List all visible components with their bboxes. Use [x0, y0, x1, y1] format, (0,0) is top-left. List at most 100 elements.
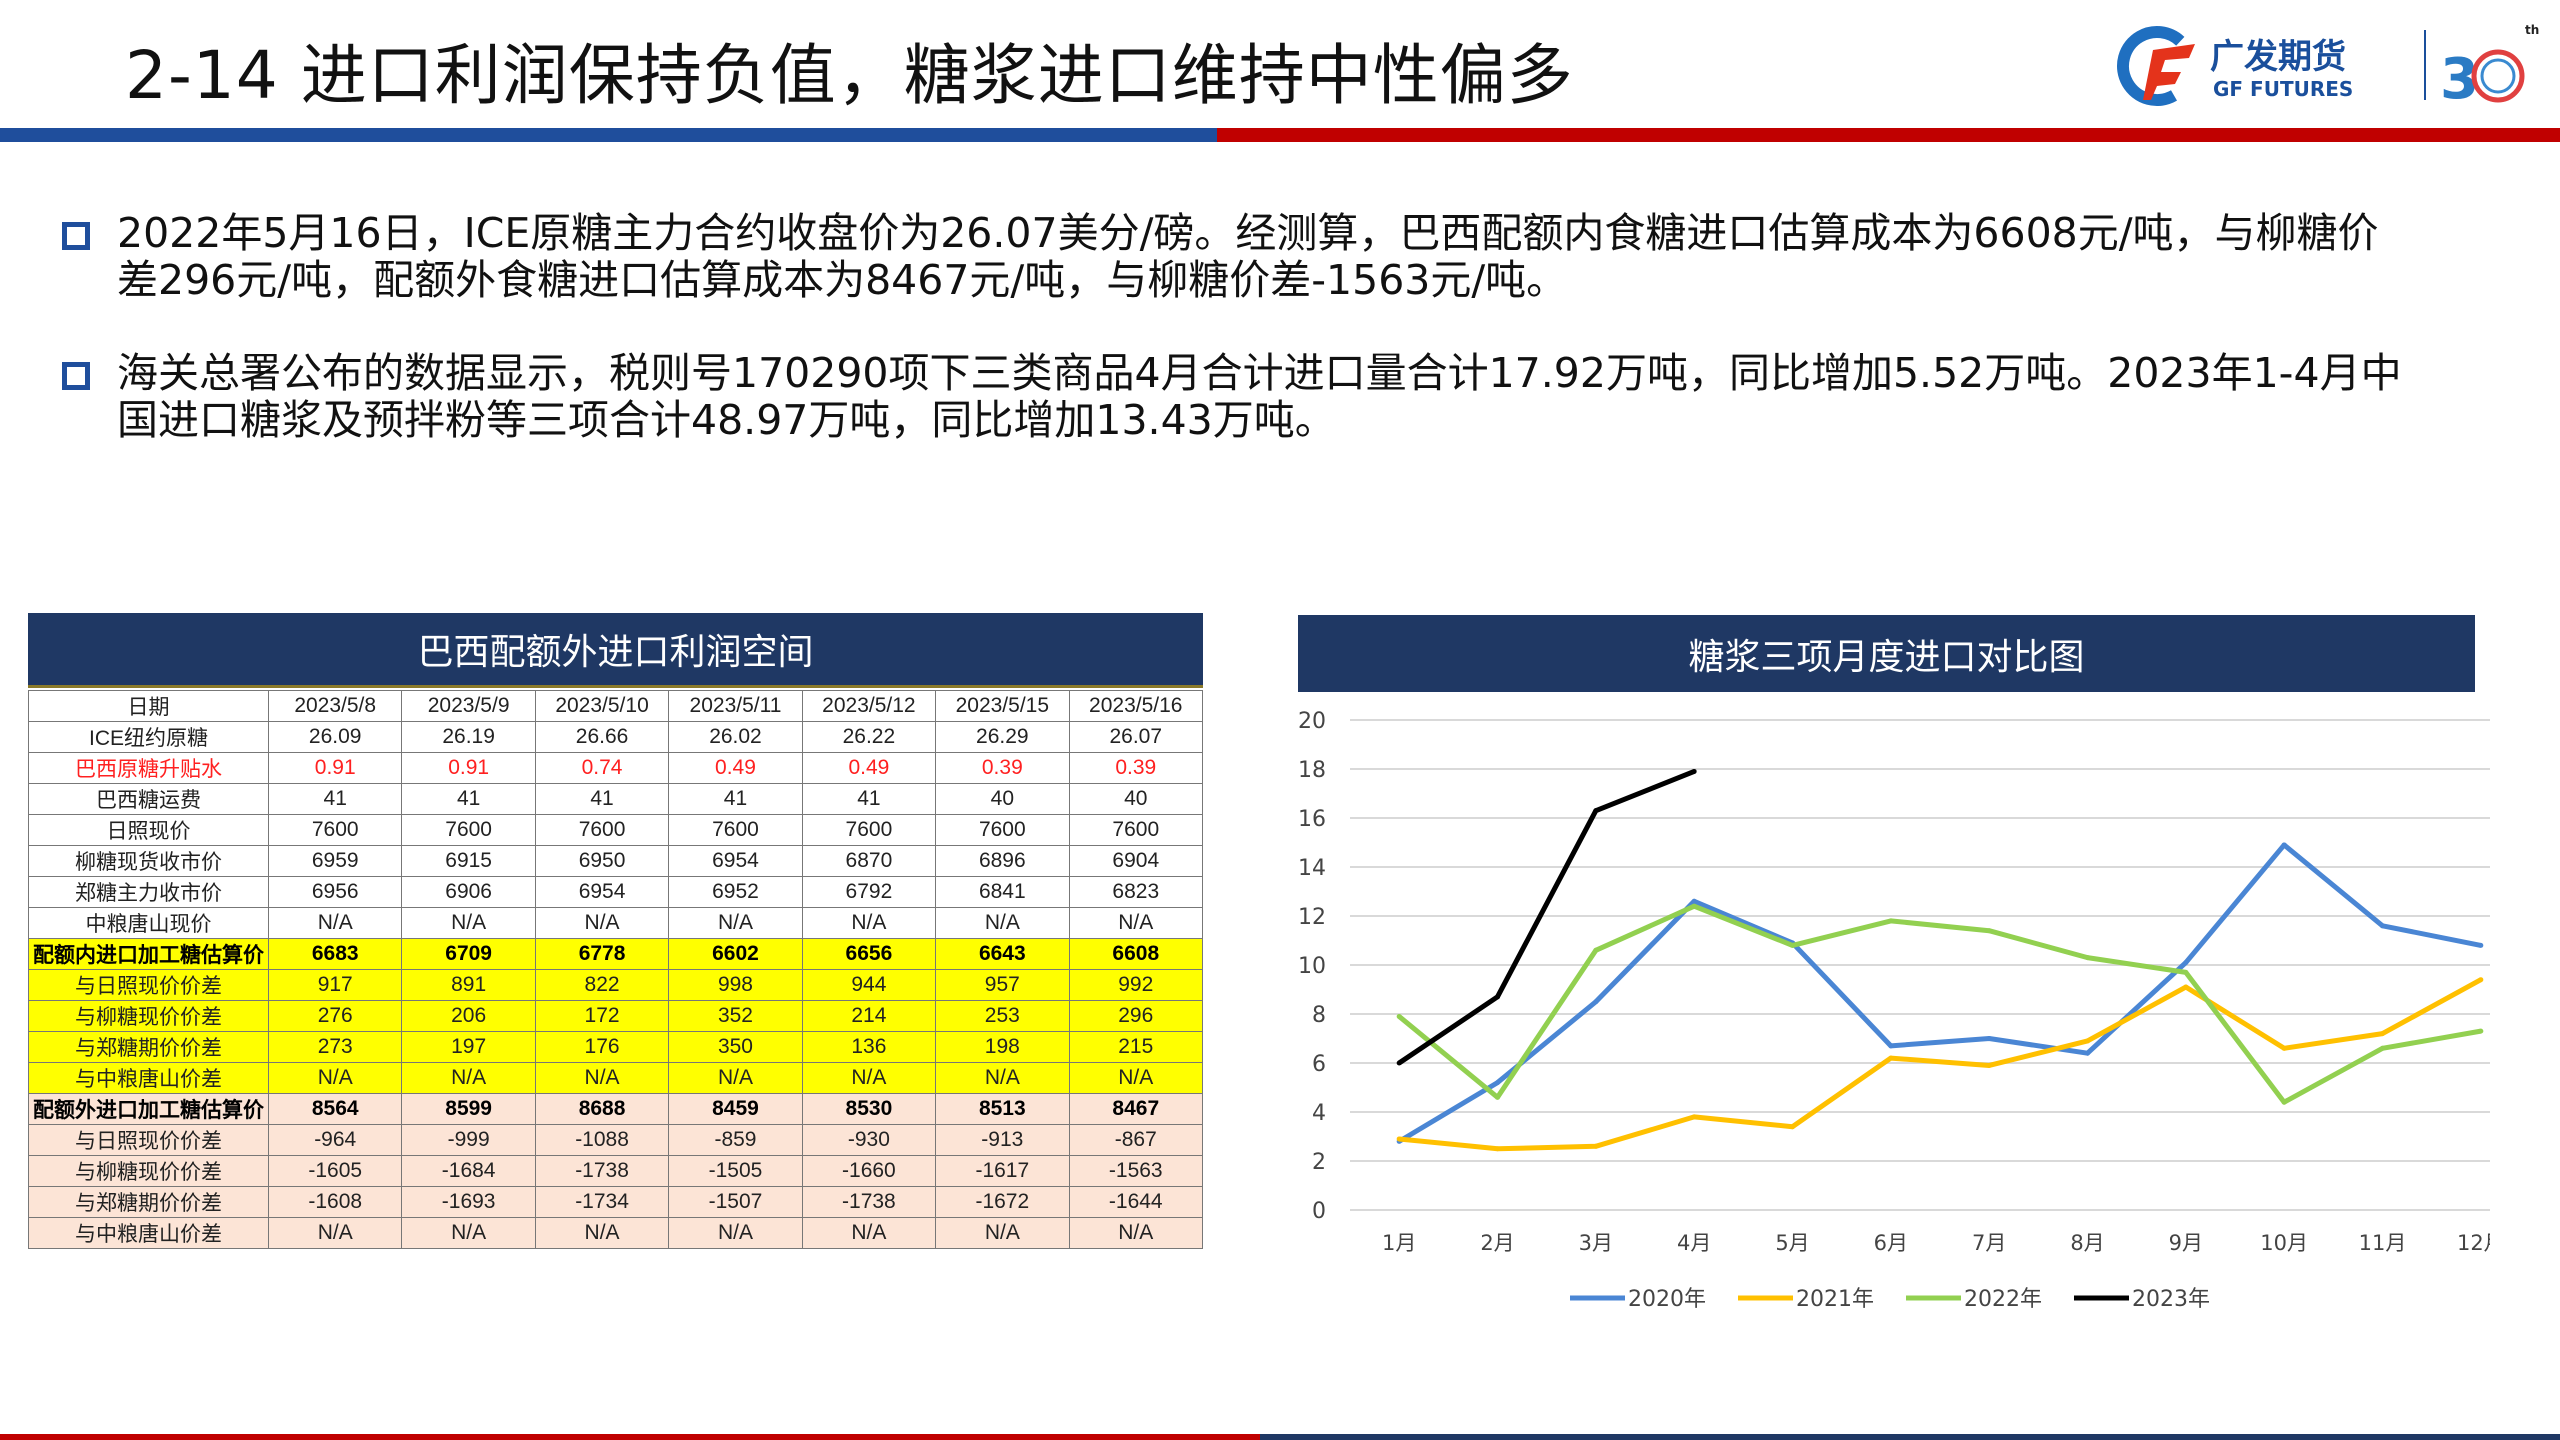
profit-table: 日期 2023/5/8 2023/5/9 2023/5/10 2023/5/11 2023… — [28, 690, 1204, 1249]
table-cell: 6608 — [1068, 938, 1204, 970]
footer-line-red — [0, 1434, 1260, 1440]
table-cell: 276 — [267, 1000, 403, 1032]
x-tick-label: 9月 — [2169, 1231, 2203, 1255]
table-cell: 6841 — [935, 876, 1070, 908]
row-label: 巴西原糖升贴水 — [28, 752, 269, 784]
table-cell: 6950 — [534, 845, 670, 877]
table-cell: 957 — [935, 969, 1070, 1001]
table-cell: 2023/5/9 — [401, 690, 536, 722]
table-cell: 214 — [801, 1000, 937, 1032]
table-cell: N/A — [935, 907, 1070, 939]
table-cell: -1608 — [267, 1186, 403, 1218]
table-cell: -867 — [1068, 1124, 1204, 1156]
table-cell: N/A — [801, 1062, 937, 1094]
y-tick-label: 8 — [1312, 1003, 1326, 1028]
data-point — [1495, 1094, 1500, 1100]
svg-text:th: th — [2525, 23, 2539, 37]
data-point — [1495, 1146, 1500, 1152]
data-point — [1593, 999, 1599, 1005]
x-tick-label: 1月 — [1382, 1231, 1416, 1255]
table-cell: 8599 — [401, 1093, 536, 1125]
data-point — [2281, 1045, 2287, 1051]
table-cell: 0.49 — [668, 752, 803, 784]
table-cell: 136 — [801, 1031, 937, 1063]
x-tick-label: 8月 — [2070, 1231, 2104, 1255]
table-row: 配额外进口加工糖估算价 8564 8599 8688 8459 8530 8513 8467 — [28, 1093, 1204, 1125]
table-cell: 352 — [668, 1000, 803, 1032]
data-point — [1396, 1136, 1402, 1142]
data-point — [1986, 928, 1992, 934]
table-cell: 206 — [401, 1000, 536, 1032]
table-cell: N/A — [267, 907, 403, 939]
data-point — [1593, 808, 1599, 814]
table-title: 巴西配额外进口利润空间 — [28, 613, 1203, 688]
x-tick-label: 7月 — [1972, 1231, 2006, 1255]
table-cell: 41 — [401, 783, 536, 815]
page-title: 2-14 进口利润保持负值，糖浆进口维持中性偏多 — [125, 37, 1574, 114]
table-cell: -1738 — [534, 1155, 670, 1187]
data-point — [2380, 1031, 2385, 1037]
row-label: 巴西糖运费 — [28, 783, 269, 815]
table-cell: 2023/5/16 — [1068, 690, 1204, 722]
table-cell: 0.74 — [534, 752, 670, 784]
table-row: 与中粮唐山价差 N/A N/A N/A N/A N/A N/A N/A — [28, 1062, 1204, 1094]
table-cell: N/A — [401, 907, 536, 939]
table-row: 巴西糖运费 41 41 41 41 41 40 40 — [28, 783, 1204, 815]
row-label: 与日照现价价差 — [28, 969, 269, 1001]
table-row: 柳糖现货收市价 6959 6915 6950 6954 6870 6896 6904 — [28, 845, 1204, 877]
x-tick-label: 10月 — [2260, 1231, 2308, 1255]
footer-line-blue — [1260, 1434, 2560, 1440]
data-point — [1593, 947, 1599, 953]
table-cell: 0.39 — [1068, 752, 1204, 784]
table-cell: 8564 — [267, 1093, 403, 1125]
table-cell: N/A — [401, 1217, 536, 1249]
table-cell: N/A — [668, 907, 803, 939]
data-point — [1691, 1114, 1697, 1120]
table-cell: 198 — [935, 1031, 1070, 1063]
table-cell: N/A — [1068, 1062, 1204, 1094]
header-divider-red — [1217, 128, 2560, 142]
data-point — [1888, 1043, 1894, 1049]
table-cell: N/A — [935, 1217, 1070, 1249]
data-point — [2478, 977, 2484, 983]
import-line-chart: 0 2 4 6 8 10 12 14 16 18 20 1月 2月 3月 4月 5月 6月 7月 8月 9月 10月 11… — [1298, 709, 2490, 1312]
row-label: 中粮唐山现价 — [28, 907, 269, 939]
table-cell: 0.91 — [401, 752, 536, 784]
table-cell: -964 — [267, 1124, 403, 1156]
data-point — [2478, 1028, 2484, 1034]
data-point — [2281, 1099, 2287, 1105]
table-cell: N/A — [534, 907, 670, 939]
data-point — [2085, 955, 2090, 961]
table-cell: -1505 — [668, 1155, 803, 1187]
row-label: 郑糖主力收市价 — [28, 876, 269, 908]
data-point — [1495, 994, 1500, 1000]
table-row: 与柳糖现价价差 276 206 172 352 214 253 296 — [28, 1000, 1204, 1032]
data-point — [1790, 942, 1795, 948]
table-cell: -913 — [935, 1124, 1070, 1156]
data-point — [2281, 842, 2287, 848]
table-cell: N/A — [267, 1217, 403, 1249]
table-cell: N/A — [534, 1217, 670, 1249]
y-tick-label: 10 — [1298, 954, 1326, 979]
table-cell: -1738 — [801, 1186, 937, 1218]
table-cell: -1660 — [801, 1155, 937, 1187]
svg-text:GF FUTURES: GF FUTURES — [2213, 77, 2353, 101]
table-cell: 26.02 — [668, 721, 803, 753]
table-cell: 6778 — [534, 938, 670, 970]
row-label: 与郑糖期价价差 — [28, 1031, 269, 1063]
table-cell: 7600 — [801, 814, 937, 846]
table-cell: 8688 — [534, 1093, 670, 1125]
row-label: 配额内进口加工糖估算价 — [28, 938, 269, 970]
table-cell: -1507 — [668, 1186, 803, 1218]
y-tick-label: 6 — [1312, 1052, 1326, 1077]
data-point — [2085, 1038, 2090, 1044]
legend-label: 2021年 — [1796, 1287, 1874, 1312]
row-label: 与柳糖现价价差 — [28, 1000, 269, 1032]
table-cell: -1693 — [401, 1186, 536, 1218]
data-point — [2478, 942, 2484, 948]
series-line-2021年 — [1398, 977, 2483, 1152]
table-cell: 7600 — [534, 814, 670, 846]
table-cell: 40 — [1068, 783, 1204, 815]
table-cell: 0.39 — [935, 752, 1070, 784]
table-cell: 7600 — [267, 814, 403, 846]
